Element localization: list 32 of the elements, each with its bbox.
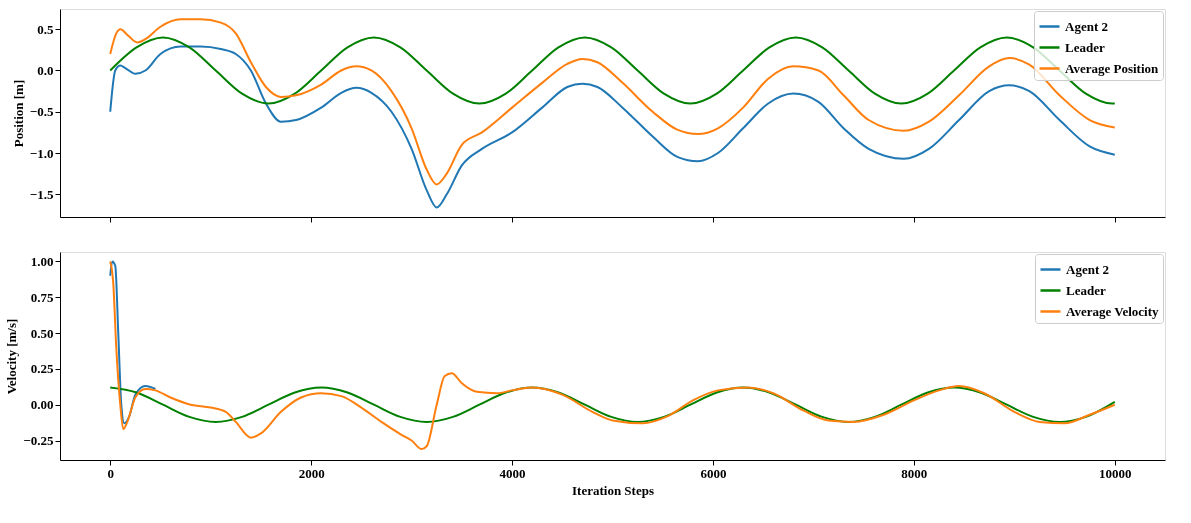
- y-tick-label: −0.25: [23, 433, 54, 449]
- x-tick-label: 10000: [1099, 465, 1132, 481]
- x-tick-label: 8000: [901, 465, 928, 481]
- y-tick-label: −0.5: [29, 104, 54, 120]
- x-axis-title: Iteration Steps: [572, 482, 654, 498]
- line-series: [109, 260, 1116, 451]
- y-tick-label: 0.75: [30, 289, 54, 305]
- legend-label: Agent 2: [1066, 261, 1109, 277]
- line-series: [109, 260, 157, 425]
- y-axis-title: Velocity [m/s]: [4, 318, 20, 395]
- x-tick-label: 2000: [298, 465, 325, 481]
- y-tick-label: 0.50: [30, 325, 54, 341]
- y-tick-label: 1.00: [30, 253, 54, 269]
- legend-label: Agent 2: [1065, 18, 1108, 34]
- line-series: [109, 45, 1116, 209]
- y-tick-label: −1.0: [29, 145, 54, 161]
- y-tick-label: 0.5: [37, 21, 54, 37]
- legend-label: Leader: [1066, 282, 1106, 298]
- x-tick-label: 0: [107, 465, 114, 481]
- x-tick-label: 4000: [499, 465, 526, 481]
- y-axis-title: Position [m]: [10, 79, 26, 148]
- y-tick-label: 0.0: [37, 62, 54, 78]
- y-tick-label: −1.5: [29, 186, 54, 202]
- y-tick-label: 0.00: [30, 397, 54, 413]
- legend-label: Average Position: [1065, 60, 1160, 76]
- y-tick-label: 0.25: [30, 361, 54, 377]
- line-series: [109, 386, 1116, 423]
- legend-label: Leader: [1065, 39, 1105, 55]
- line-series: [109, 18, 1116, 186]
- line-series: [109, 36, 1116, 105]
- legend-label: Average Velocity: [1066, 303, 1160, 319]
- x-tick-label: 6000: [700, 465, 727, 481]
